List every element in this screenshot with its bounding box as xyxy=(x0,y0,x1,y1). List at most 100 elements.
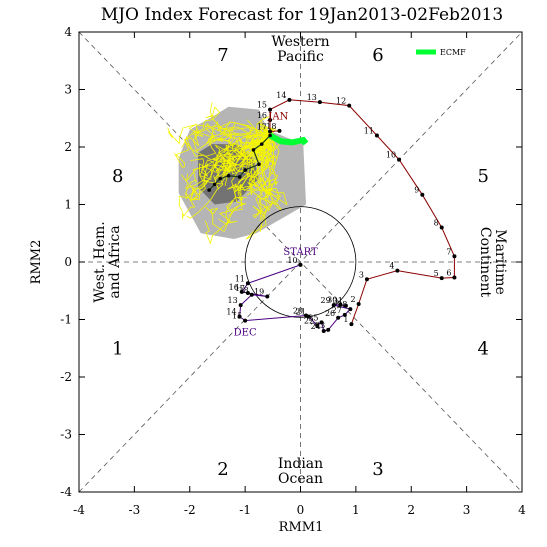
dec-day-label: 15 xyxy=(232,312,242,321)
ensemble-mean-point xyxy=(243,168,247,172)
jan-point xyxy=(287,97,292,102)
ensemble-member-line xyxy=(182,135,271,220)
dec-point xyxy=(336,315,341,320)
dec-point xyxy=(331,303,336,308)
dec-point xyxy=(348,307,353,312)
dec-day-label: 25 xyxy=(308,313,318,322)
x-tick-label: 0 xyxy=(297,503,305,517)
dec-point xyxy=(342,312,347,317)
ensemble-member-line xyxy=(226,135,271,217)
jan-day-label: 13 xyxy=(307,93,317,102)
jan-point xyxy=(452,254,457,259)
dec-point xyxy=(245,291,250,296)
ensemble-mean-point xyxy=(268,133,272,138)
ensemble-member-line xyxy=(185,135,271,193)
phase-number-6: 6 xyxy=(372,45,383,66)
phase-number-1: 1 xyxy=(112,338,123,359)
dec-point xyxy=(243,318,248,323)
dec-day-label: 30 xyxy=(327,296,337,305)
jan-day-label: 7 xyxy=(446,247,451,256)
dec-day-label: 11 xyxy=(235,274,245,283)
dec-point xyxy=(245,281,250,286)
x-tick-label: 1 xyxy=(352,503,360,517)
dec-day-label: 17 xyxy=(235,284,245,293)
x-axis-label: RMM1 xyxy=(279,520,324,535)
ensemble-member-line xyxy=(183,123,271,157)
ensemble-mean-point xyxy=(237,175,242,179)
jan-point xyxy=(395,268,400,273)
ensemble-member-line xyxy=(204,135,271,245)
y-tick-label: -1 xyxy=(60,313,72,327)
dec-point xyxy=(249,292,254,297)
dec-day-label: 29 xyxy=(321,296,331,305)
x-tick-label: 2 xyxy=(407,503,415,517)
ensemble-member-line xyxy=(218,135,273,224)
phase-number-3: 3 xyxy=(372,459,383,480)
x-tick-label: -2 xyxy=(184,503,196,517)
jan-day-label: 3 xyxy=(359,270,364,279)
y-tick-label: 3 xyxy=(64,83,72,97)
ensemble-member-line xyxy=(252,135,279,219)
ensemble-member-line xyxy=(249,135,274,222)
dec-day-label: 18 xyxy=(239,286,249,295)
ensemble-member-line xyxy=(248,127,277,152)
jan-day-label: 14 xyxy=(276,91,286,100)
jan-day-label: 16 xyxy=(257,111,267,120)
jan-day-label: 2 xyxy=(351,295,356,304)
dec-day-label: 22 xyxy=(304,316,314,325)
y-tick-label: 1 xyxy=(64,198,72,212)
jan-point xyxy=(317,100,322,105)
dec-point xyxy=(315,323,320,328)
ensemble-member-line xyxy=(174,130,271,168)
region-label-left: and Africa xyxy=(107,225,123,298)
region-label-bottom: Indian xyxy=(278,456,323,472)
jan-day-label: 4 xyxy=(389,262,394,271)
x-tick-label: 3 xyxy=(463,503,471,517)
phase-number-2: 2 xyxy=(217,459,228,480)
dec-point xyxy=(321,329,326,333)
dec-point xyxy=(338,302,343,307)
dec-point xyxy=(265,294,270,299)
dec-day-label: 19 xyxy=(254,288,264,297)
ecmf-line xyxy=(268,132,309,146)
jan-point xyxy=(349,322,354,327)
dec-day-label: 20 xyxy=(293,306,303,315)
ensemble-mean-point xyxy=(259,142,264,146)
dec-point xyxy=(343,303,348,308)
jan-point xyxy=(439,276,444,281)
jan-point xyxy=(268,107,273,112)
jan-point xyxy=(397,157,402,162)
jan-point xyxy=(277,128,282,133)
dec-day-label: 26 xyxy=(325,309,335,318)
legend-label: ECMF xyxy=(440,48,466,57)
x-tick-label: -4 xyxy=(73,503,85,517)
dec-point xyxy=(306,314,311,319)
ensemble-member-line xyxy=(189,135,271,202)
jan-point xyxy=(420,192,425,197)
x-tick-label: 4 xyxy=(518,503,526,517)
jan-day-label: 18 xyxy=(266,122,276,131)
region-label-right: Continent xyxy=(477,227,493,298)
ensemble-mean-point xyxy=(251,148,256,152)
x-tick-label: -1 xyxy=(239,503,251,517)
region-label-right: Maritime xyxy=(492,229,508,295)
dec-day-label: 31 xyxy=(333,297,343,306)
jan-line xyxy=(269,99,455,325)
ensemble-member-line xyxy=(242,135,276,170)
y-tick-label: -2 xyxy=(60,370,72,384)
jan-day-label: 9 xyxy=(414,186,419,195)
ensemble-mean-point xyxy=(218,176,223,181)
jan-day-label: 15 xyxy=(257,101,267,110)
dec-day-label: 27 xyxy=(332,306,342,315)
ensemble-member-line xyxy=(263,135,283,211)
region-label-bottom: Ocean xyxy=(278,471,323,487)
dec-day-label: 24 xyxy=(311,322,321,331)
y-tick-label: 2 xyxy=(64,140,72,154)
region-label-top: Western xyxy=(271,34,329,50)
dec-day-label: 21 xyxy=(296,308,306,317)
jan-day-label: 6 xyxy=(446,269,451,278)
dec-day-label: 23 xyxy=(315,321,325,330)
ensemble-mean-point xyxy=(207,188,211,192)
ensemble-member-line xyxy=(211,121,271,137)
